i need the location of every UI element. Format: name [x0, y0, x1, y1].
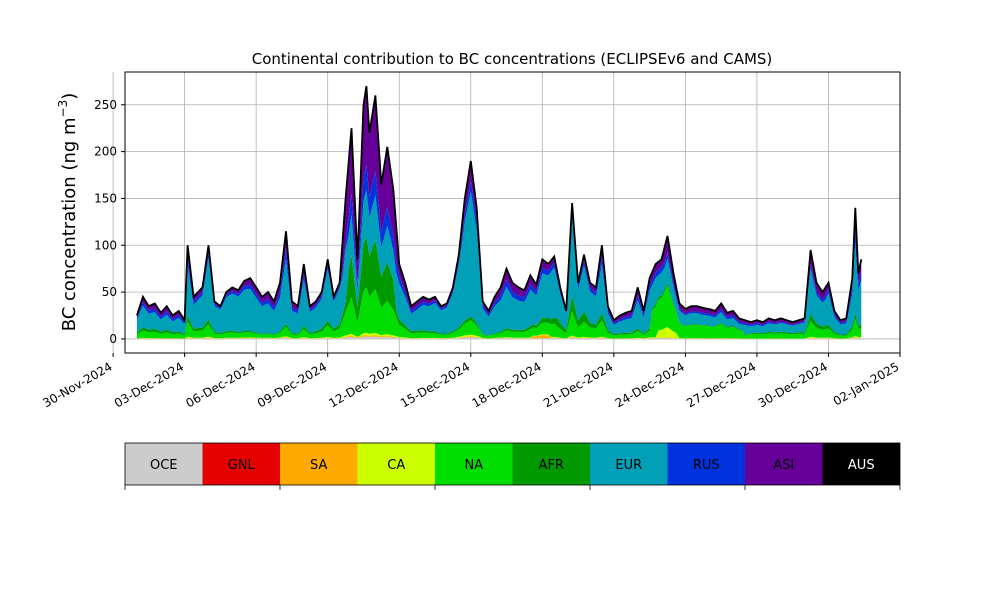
x-tick-label: 27-Dec-2024: [684, 359, 758, 410]
x-tick-label: 12-Dec-2024: [326, 359, 400, 410]
legend-swatch-asi: [745, 443, 823, 485]
legend-label-gnl: GNL: [228, 458, 256, 473]
area-series-ca: [136, 327, 862, 339]
x-tick-label: 06-Dec-2024: [183, 359, 257, 410]
x-tick-label: 24-Dec-2024: [613, 359, 687, 410]
x-tick-label: 30-Nov-2024: [40, 359, 114, 410]
legend-frame: [124, 442, 901, 486]
legend-label-aus: AUS: [848, 458, 875, 473]
legend-swatch-aus: [822, 443, 900, 485]
legend-swatch-oce: [125, 443, 203, 485]
legend-swatch-gnl: [202, 443, 280, 485]
legend-swatch-sa: [280, 443, 358, 485]
x-tick-label: 18-Dec-2024: [470, 359, 544, 410]
y-tick-label: 200: [94, 145, 117, 159]
legend-label-afr: AFR: [539, 458, 564, 473]
x-axis: 30-Nov-202403-Dec-202406-Dec-202409-Dec-…: [40, 353, 902, 410]
y-axis: 0 50 100 150 200 250: [94, 98, 125, 346]
y-tick-label: 150: [94, 191, 117, 205]
y-tick-label: 250: [94, 98, 117, 112]
stacked-areas: [136, 86, 862, 339]
legend-label-sa: SA: [310, 458, 327, 473]
x-tick-label: 21-Dec-2024: [541, 359, 615, 410]
x-tick-label: 03-Dec-2024: [112, 359, 186, 410]
legend-label-ca: CA: [387, 458, 405, 473]
legend-swatch-na: [435, 443, 513, 485]
area-series-eur: [136, 189, 862, 336]
x-tick-label: 02-Jan-2025: [831, 359, 902, 408]
y-tick-label: 0: [109, 332, 117, 346]
chart-title: Continental contribution to BC concentra…: [252, 50, 773, 68]
y-tick-label: 50: [102, 285, 117, 299]
total-concentration-line: [136, 85, 863, 324]
legend-swatch-rus: [667, 443, 745, 485]
area-series-oce: [136, 336, 862, 339]
legend-label-rus: RUS: [693, 458, 720, 473]
legend-label-eur: EUR: [615, 458, 642, 473]
legend-colorbar: OCE GNL SA CA NA AFR EUR RUS ASI AUS: [124, 442, 901, 490]
x-tick-label: 30-Dec-2024: [756, 359, 830, 410]
legend-swatch-afr: [512, 443, 590, 485]
plot-frame: [124, 71, 901, 354]
area-series-na: [136, 285, 862, 339]
legend-label-na: NA: [464, 458, 483, 473]
legend-label-oce: OCE: [150, 458, 178, 473]
legend-label-asi: ASI: [773, 458, 794, 473]
x-tick-label: 09-Dec-2024: [255, 359, 329, 410]
legend-swatch-eur: [590, 443, 668, 485]
legend-swatch-ca: [357, 443, 435, 485]
y-tick-label: 100: [94, 238, 117, 252]
x-tick-label: 15-Dec-2024: [398, 359, 472, 410]
y-axis-label: BC concentration (ng m−3): [56, 93, 80, 332]
